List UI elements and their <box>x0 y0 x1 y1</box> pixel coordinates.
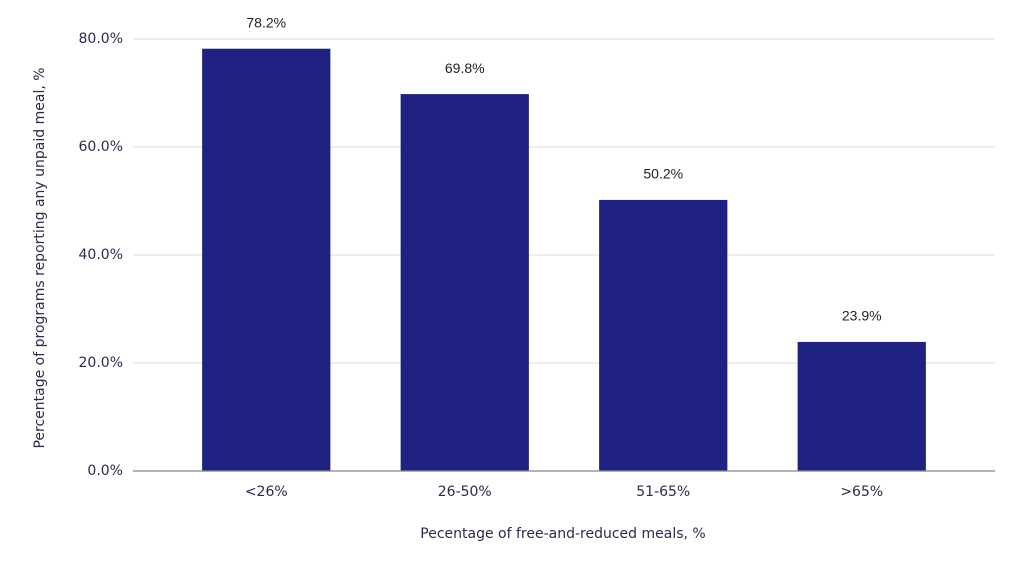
value-label: 50.2% <box>643 166 683 182</box>
value-label: 69.8% <box>445 60 485 76</box>
x-tick-label: >65% <box>840 484 883 500</box>
y-tick-label: 60.0% <box>79 139 123 155</box>
y-tick-label: 20.0% <box>79 355 123 371</box>
bar <box>400 94 529 471</box>
x-tick-label: 51-65% <box>636 484 690 500</box>
x-tick-label: 26-50% <box>438 484 492 500</box>
y-tick-label: 0.0% <box>87 463 123 479</box>
bar <box>599 199 728 472</box>
value-label: 23.9% <box>842 308 882 324</box>
y-tick-label: 40.0% <box>79 247 123 263</box>
value-label: 78.2% <box>246 14 286 30</box>
x-axis-label: Pecentage of free-and-reduced meals, % <box>420 526 705 542</box>
bar <box>797 341 926 471</box>
y-tick-label: 80.0% <box>79 31 123 47</box>
bar <box>202 48 331 471</box>
y-axis-label: Percentage of programs reporting any unp… <box>32 67 48 448</box>
x-tick-label: <26% <box>245 484 288 500</box>
